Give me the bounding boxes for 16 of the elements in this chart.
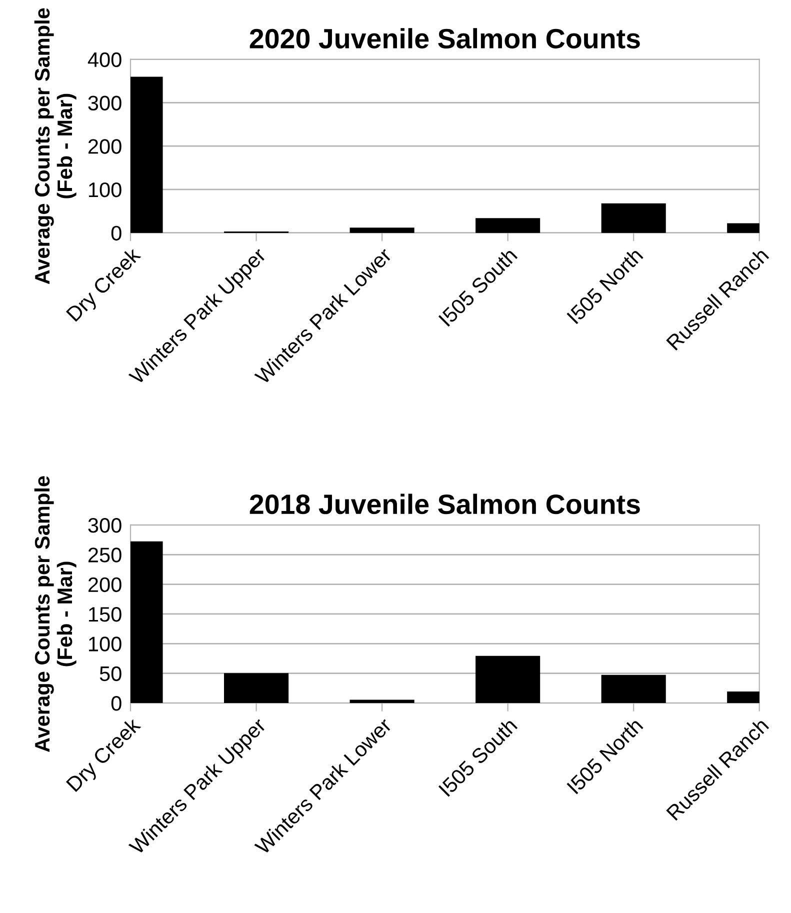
y-tick-label: 0	[111, 696, 122, 711]
y-tick-label: 150	[89, 606, 122, 622]
y-tick-label: 100	[89, 182, 122, 198]
chart-title: 2020 Juvenile Salmon Counts	[250, 28, 640, 49]
y-axis-title: Average Counts per Sample (Feb - Mar)	[34, 476, 76, 752]
y-tick-label: 50	[100, 666, 122, 682]
y-tick-label: 0	[111, 226, 122, 241]
y-tick-label: 300	[88, 96, 122, 110]
y-tick-label: 100	[89, 636, 122, 652]
y-tick-label: 200	[88, 139, 122, 154]
y-axis-title: Average Counts per Sample (Feb - Mar)	[34, 8, 76, 284]
chart-title: 2018 Juvenile Salmon Counts	[250, 494, 640, 514]
y-tick-label: 300	[88, 518, 122, 533]
y-tick-label: 250	[88, 548, 122, 562]
y-tick-label: 400	[88, 52, 122, 68]
y-tick-label: 200	[88, 577, 122, 592]
